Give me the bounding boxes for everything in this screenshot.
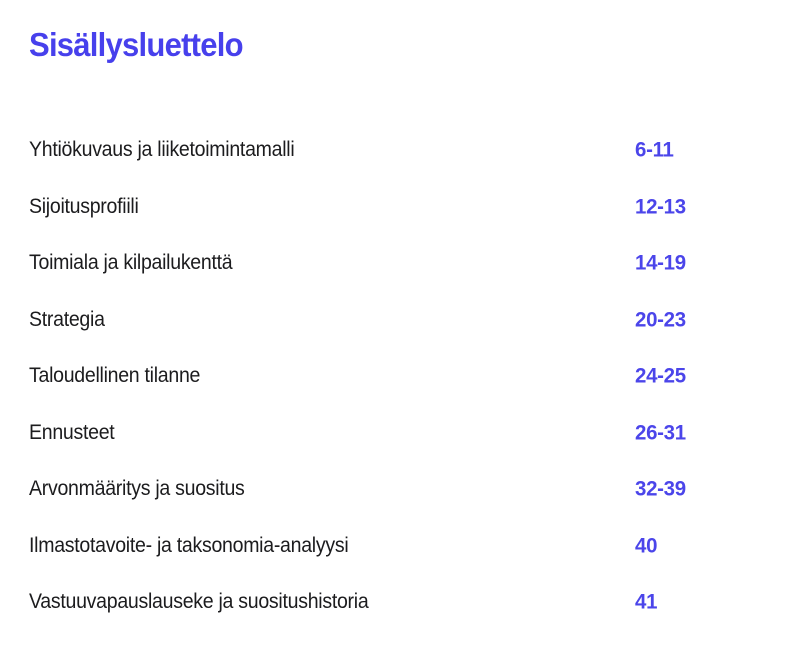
toc-row[interactable]: Ilmastotavoite- ja taksonomia-analyysi 4… bbox=[29, 518, 776, 575]
toc-item-label: Strategia bbox=[29, 307, 105, 331]
toc-row[interactable]: Sijoitusprofiili 12-13 bbox=[29, 179, 776, 236]
toc-item-pages[interactable]: 40 bbox=[635, 533, 658, 558]
toc-row[interactable]: Strategia 20-23 bbox=[29, 292, 776, 349]
toc-row[interactable]: Taloudellinen tilanne 24-25 bbox=[29, 348, 776, 405]
toc-item-label: Ilmastotavoite- ja taksonomia-analyysi bbox=[29, 533, 349, 557]
toc-item-pages[interactable]: 6-11 bbox=[635, 137, 674, 162]
page-title: Sisällysluettelo bbox=[29, 26, 244, 63]
toc-item-pages[interactable]: 26-31 bbox=[635, 420, 686, 445]
toc-row[interactable]: Yhtiökuvaus ja liiketoimintamalli 6-11 bbox=[29, 122, 776, 179]
toc-row[interactable]: Ennusteet 26-31 bbox=[29, 405, 776, 462]
toc-item-label: Sijoitusprofiili bbox=[29, 194, 139, 218]
toc-item-pages[interactable]: 41 bbox=[635, 589, 658, 614]
toc-item-label: Arvonmääritys ja suositus bbox=[29, 477, 245, 501]
toc-item-label: Ennusteet bbox=[29, 420, 115, 444]
toc-item-pages[interactable]: 32-39 bbox=[635, 476, 686, 501]
toc-row[interactable]: Vastuuvapauslauseke ja suositushistoria … bbox=[29, 574, 776, 631]
toc-item-label: Yhtiökuvaus ja liiketoimintamalli bbox=[29, 138, 295, 162]
toc-row[interactable]: Arvonmääritys ja suositus 32-39 bbox=[29, 461, 776, 518]
toc-item-pages[interactable]: 20-23 bbox=[635, 307, 686, 332]
toc-item-pages[interactable]: 24-25 bbox=[635, 363, 686, 388]
toc-item-label: Toimiala ja kilpailukenttä bbox=[29, 251, 233, 275]
toc-item-label: Vastuuvapauslauseke ja suositushistoria bbox=[29, 590, 369, 614]
toc-item-label: Taloudellinen tilanne bbox=[29, 364, 201, 388]
toc-item-pages[interactable]: 14-19 bbox=[635, 250, 686, 275]
table-of-contents: Yhtiökuvaus ja liiketoimintamalli 6-11 S… bbox=[29, 122, 776, 631]
toc-row[interactable]: Toimiala ja kilpailukenttä 14-19 bbox=[29, 235, 776, 292]
toc-item-pages[interactable]: 12-13 bbox=[635, 194, 686, 219]
